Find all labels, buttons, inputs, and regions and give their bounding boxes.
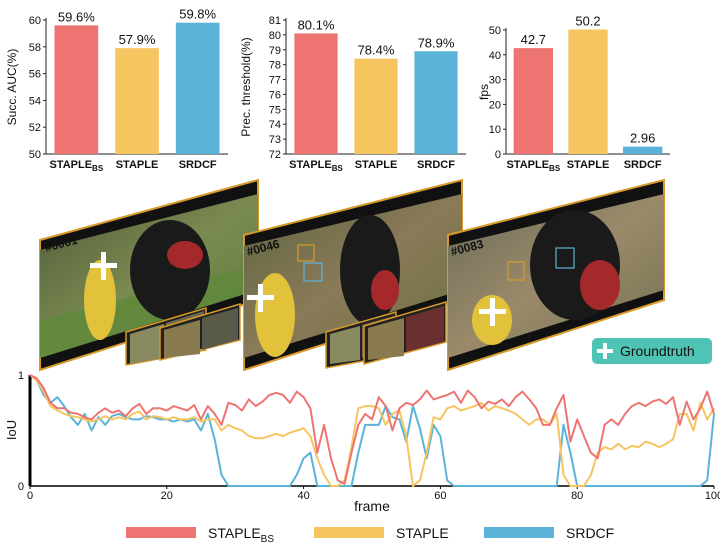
frame-panel-1: #0001	[39, 178, 259, 372]
bar-value-label: 80.1%	[298, 17, 335, 32]
iou-line-chart: 0 20 40 60 80 100 0 1 frame IoU	[4, 370, 720, 514]
groundtruth-cross-3	[479, 298, 506, 326]
series-line-staple	[29, 374, 715, 487]
bar	[513, 48, 554, 154]
x-axis-label: frame	[354, 498, 390, 514]
frame-panel-3: #0083	[447, 178, 665, 372]
bar-chart-precision: 72 73 74 75 76 77 78 79 80 81 Prec. threshold(%) 80…	[239, 15, 466, 173]
bar-y-tick-label: 60	[29, 15, 41, 27]
x-tick-label: 80	[571, 490, 583, 502]
bar-y-axis-label: Succ. AUC(%)	[5, 49, 19, 126]
line-chart-series	[29, 374, 715, 487]
bar	[294, 33, 338, 154]
legend-swatch	[126, 527, 196, 538]
bar-y-tick-label: 72	[269, 149, 281, 161]
legend-label: STAPLE	[396, 525, 449, 541]
legend-label: STAPLEBS	[208, 525, 274, 545]
bar-value-label: 50.2	[575, 14, 600, 29]
frames-illustration: #0001 #0046	[39, 178, 712, 372]
bar-y-axis-label: fps	[477, 84, 491, 100]
groundtruth-badge-label: Groundtruth	[620, 343, 695, 359]
bar-y-tick-label: 78	[269, 60, 281, 72]
bar-category-label: STAPLE	[116, 159, 159, 171]
bar-value-label: 2.96	[630, 131, 655, 146]
bar	[568, 29, 608, 155]
bar-y-tick-label: 79	[269, 45, 281, 57]
y-tick-label: 1	[18, 370, 24, 382]
bar	[175, 22, 220, 155]
bar-y-tick-label: 10	[489, 124, 501, 136]
bar-y-tick-label: 58	[29, 42, 41, 54]
x-tick-label: 40	[297, 490, 309, 502]
x-tick-label: 0	[27, 490, 33, 502]
bar-value-label: 78.4%	[358, 43, 395, 58]
legend-swatch	[314, 527, 384, 538]
x-tick-label: 20	[161, 490, 173, 502]
legend-label: SRDCF	[566, 525, 614, 541]
groundtruth-cross-1	[90, 252, 117, 280]
bar-y-tick-label: 0	[495, 149, 501, 161]
bar-y-tick-label: 73	[269, 134, 281, 146]
bar-category-label: SRDCF	[179, 159, 217, 171]
bar-y-tick-label: 40	[489, 50, 501, 62]
x-tick-label: 60	[434, 490, 446, 502]
series-line-staple-bs	[29, 374, 715, 485]
bar-y-tick-label: 75	[269, 104, 281, 116]
groundtruth-cross-2	[247, 284, 274, 312]
bar	[354, 58, 398, 154]
bar-value-label: 42.7	[521, 32, 546, 47]
bar-y-tick-label: 56	[29, 69, 41, 81]
bar-category-label: STAPLE	[355, 159, 398, 171]
groundtruth-badge: Groundtruth	[592, 338, 712, 364]
bar-category-label: STAPLEBS	[506, 159, 560, 173]
bar	[414, 51, 458, 155]
y-axis-label: IoU	[4, 420, 19, 440]
y-tick-label: 0	[18, 481, 24, 493]
bar-category-label: SRDCF	[417, 159, 455, 171]
bar-y-tick-label: 30	[489, 75, 501, 87]
bar-value-label: 59.6%	[58, 9, 95, 24]
bar	[115, 48, 159, 154]
bar-y-tick-label: 50	[489, 25, 501, 37]
bar-category-label: STAPLE	[567, 159, 610, 171]
bar-chart-succ-auc: 50 52 54 56 58 60 Succ. AUC(%) 59.6% STAPLEBS 57.…	[5, 7, 228, 173]
bar-y-tick-label: 81	[269, 15, 281, 27]
bar-value-label: 78.9%	[418, 35, 455, 50]
bar-y-tick-label: 76	[269, 89, 281, 101]
bar-y-axis-label: Prec. threshold(%)	[239, 37, 253, 136]
bar-y-tick-label: 54	[29, 95, 41, 107]
frame-panel-2: #0046	[243, 178, 463, 372]
bar-category-label: STAPLEBS	[289, 159, 343, 173]
bar	[54, 25, 99, 154]
bar-value-label: 59.8%	[179, 7, 216, 22]
legend-swatch	[484, 527, 554, 538]
x-tick-label: 100	[705, 490, 720, 502]
bar-category-label: STAPLEBS	[49, 159, 103, 173]
bar-y-tick-label: 80	[269, 30, 281, 42]
bar-value-label: 57.9%	[119, 32, 156, 47]
series-line-srdcf	[29, 374, 715, 487]
line-chart-axes: 0 20 40 60 80 100 0 1	[18, 370, 720, 502]
bar	[622, 146, 663, 154]
bar-y-tick-label: 20	[489, 99, 501, 111]
bar-y-tick-label: 74	[269, 119, 281, 131]
bar-chart-fps: 0 10 20 30 40 50 fps 42.7 STAPLEBS 50.2 STAPLE 2.96…	[477, 14, 670, 173]
legend: STAPLEBS STAPLE SRDCF	[126, 525, 614, 545]
bar-y-tick-label: 50	[29, 149, 41, 161]
bar-y-tick-label: 52	[29, 122, 41, 134]
bar-category-label: SRDCF	[624, 159, 662, 171]
bar-y-tick-label: 77	[269, 75, 281, 87]
